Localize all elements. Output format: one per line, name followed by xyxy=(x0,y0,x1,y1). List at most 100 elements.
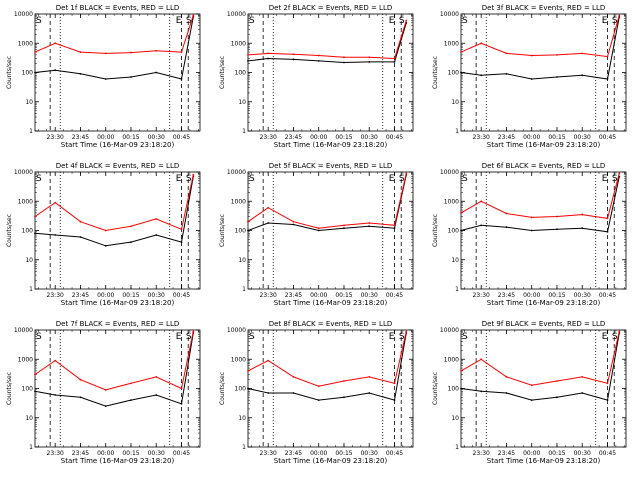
data-point-lld xyxy=(405,172,408,175)
x-tick-label: 23:45 xyxy=(285,292,302,299)
y-tick-label: 1 xyxy=(242,128,246,135)
data-point-events xyxy=(460,71,462,74)
x-tick-label: 00:15 xyxy=(122,292,139,299)
y-tick-label: 10 xyxy=(451,99,459,106)
data-point-events xyxy=(530,229,533,232)
x-tick-label: 23:45 xyxy=(498,134,515,141)
x-tick-label: 00:00 xyxy=(310,134,327,141)
data-point-events xyxy=(180,241,183,244)
data-point-events xyxy=(54,234,57,236)
y-axis-label: Counts/sec xyxy=(219,56,226,89)
series-line-lld xyxy=(460,331,620,386)
x-tick-label: 23:30 xyxy=(260,450,277,457)
data-point-events xyxy=(267,392,270,394)
series-line-events xyxy=(247,22,407,64)
y-tick-label: 100 xyxy=(22,386,34,393)
y-tick-label: 100 xyxy=(235,386,247,393)
y-tick-label: 100 xyxy=(448,228,460,235)
series-line-lld xyxy=(34,15,194,54)
data-point-events xyxy=(155,394,158,396)
data-point-events xyxy=(606,399,609,402)
data-point-lld xyxy=(130,225,132,228)
data-point-lld xyxy=(317,385,320,388)
event-marker-label: S xyxy=(36,332,42,342)
data-point-events xyxy=(530,78,533,80)
y-tick-label: 10000 xyxy=(14,169,33,176)
chart-title: Det 4f BLACK = Events, RED = LLD xyxy=(56,162,179,170)
y-tick-label: 10000 xyxy=(440,327,459,334)
event-marker-label: S xyxy=(612,16,618,26)
y-tick-label: 1 xyxy=(455,128,459,135)
data-point-lld xyxy=(247,53,249,56)
data-point-events xyxy=(343,227,345,230)
y-tick-label: 10000 xyxy=(227,327,246,334)
data-point-lld xyxy=(192,173,195,176)
data-point-lld xyxy=(618,14,621,17)
x-tick-label: 00:15 xyxy=(335,134,352,141)
data-point-lld xyxy=(155,375,158,378)
chart-panel-5: Det 5f BLACK = Events, RED = LLD 1 10 100 10… xyxy=(219,162,414,307)
y-tick-label: 10 xyxy=(238,257,246,264)
data-point-lld xyxy=(505,52,508,55)
y-tick-label: 1000 xyxy=(231,198,246,205)
data-point-lld xyxy=(292,53,295,56)
data-point-events xyxy=(480,224,483,227)
y-tick-label: 1 xyxy=(242,444,246,451)
x-tick-label: 00:45 xyxy=(599,292,616,299)
data-point-lld xyxy=(530,54,533,57)
data-point-lld xyxy=(556,53,558,56)
data-point-events xyxy=(368,61,371,63)
event-marker-label: E xyxy=(389,332,395,342)
y-tick-label: 1 xyxy=(29,128,33,135)
data-point-lld xyxy=(79,378,82,381)
chart-title: Det 9f BLACK = Events, RED = LLD xyxy=(482,320,605,328)
event-marker-label: S xyxy=(462,16,468,26)
event-marker-label: S xyxy=(612,174,618,184)
series-line-events xyxy=(34,176,194,247)
data-point-events xyxy=(104,405,107,408)
data-point-events xyxy=(368,392,371,394)
data-point-lld xyxy=(155,217,158,220)
chart-panel-3: Det 3f BLACK = Events, RED = LLD 1 10 100 10… xyxy=(432,4,627,149)
x-tick-label: 00:00 xyxy=(97,134,114,141)
data-point-lld xyxy=(343,380,345,382)
event-marker-label: S xyxy=(462,174,468,184)
series-line-lld xyxy=(460,15,620,58)
y-tick-label: 10 xyxy=(451,257,459,264)
y-tick-label: 10 xyxy=(25,99,33,106)
x-tick-label: 23:30 xyxy=(47,292,64,299)
data-point-events xyxy=(368,225,371,228)
data-point-events xyxy=(480,390,483,393)
data-point-lld xyxy=(267,52,270,55)
data-point-lld xyxy=(343,56,345,59)
data-point-lld xyxy=(460,51,462,53)
y-tick-label: 1000 xyxy=(18,40,33,47)
data-point-lld xyxy=(530,216,533,219)
y-axis-label: Counts/sec xyxy=(6,214,13,247)
x-tick-label: 23:30 xyxy=(260,292,277,299)
x-tick-label: 23:45 xyxy=(285,450,302,457)
event-marker-label: S xyxy=(249,174,255,184)
event-marker-label: S xyxy=(186,174,192,184)
plot-frame xyxy=(247,13,414,132)
data-point-events xyxy=(393,61,396,63)
event-marker-label: S xyxy=(36,174,42,184)
x-tick-label: 00:15 xyxy=(335,292,352,299)
event-marker-label: S xyxy=(399,16,405,26)
x-tick-label: 00:45 xyxy=(386,292,403,299)
data-point-lld xyxy=(34,373,36,376)
data-point-lld xyxy=(556,215,558,218)
data-point-events xyxy=(155,71,158,74)
y-tick-label: 1 xyxy=(29,444,33,451)
data-point-lld xyxy=(34,215,36,218)
y-tick-label: 100 xyxy=(22,228,34,235)
y-tick-label: 100 xyxy=(448,70,460,77)
data-point-events xyxy=(180,78,183,80)
data-point-events xyxy=(581,74,584,77)
x-tick-label: 23:45 xyxy=(72,134,89,141)
event-marker-label: S xyxy=(399,332,405,342)
data-point-lld xyxy=(267,359,270,362)
data-point-lld xyxy=(180,228,183,231)
y-tick-label: 10000 xyxy=(227,11,246,18)
